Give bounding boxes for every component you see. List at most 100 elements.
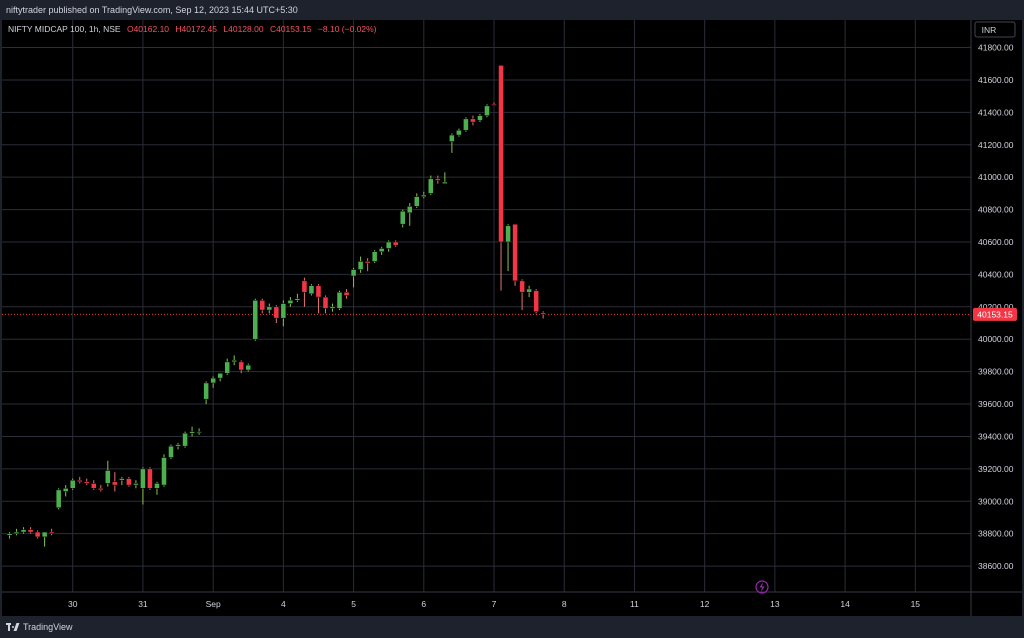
candle (526, 285, 532, 298)
candle-body (62, 488, 69, 492)
candle (119, 476, 125, 486)
candle-body (238, 361, 245, 371)
candle-body (161, 457, 167, 486)
candle (519, 279, 525, 311)
candle (154, 481, 160, 495)
candle (203, 381, 209, 405)
candle-body (154, 483, 160, 489)
chart-panel[interactable]: 38600.00 38800.00 39000.00 39200.00 39400.00… (2, 20, 1022, 616)
lightning-icon[interactable] (755, 580, 769, 594)
candle-body (364, 261, 371, 264)
footer: TradingView (0, 616, 1024, 638)
price-tick-label: 39800.00 (978, 367, 1014, 377)
candle-body (41, 531, 48, 538)
candle (357, 256, 364, 273)
candle-body (69, 479, 76, 489)
publish-header: niftytrader published on TradingView.com… (0, 0, 1024, 20)
candle (498, 65, 504, 291)
candle (456, 128, 462, 137)
candle-body (182, 432, 188, 447)
open-value: O40162.10 (127, 24, 169, 34)
candle-body (428, 178, 434, 194)
candle (252, 298, 259, 341)
time-tick-label: 30 (68, 599, 78, 609)
candle-body (533, 290, 539, 312)
candle-body (498, 65, 504, 243)
candle (308, 284, 315, 296)
candle (189, 426, 195, 437)
candle (210, 376, 216, 388)
candle (62, 485, 69, 497)
candle-body (55, 489, 62, 508)
price-tick-label: 41000.00 (978, 172, 1014, 182)
candle (435, 175, 441, 184)
candle (147, 467, 153, 490)
price-tick-label: 40400.00 (978, 269, 1014, 279)
candle-body (133, 483, 139, 486)
candle-body (519, 280, 525, 293)
candle (413, 193, 420, 208)
candle (322, 295, 329, 314)
candle-body (449, 134, 455, 142)
candle-body (421, 194, 427, 197)
price-tick-label: 40600.00 (978, 237, 1014, 247)
candle (126, 476, 132, 487)
candle (477, 113, 483, 123)
candlestick-chart[interactable]: 38600.00 38800.00 39000.00 39200.00 39400.00… (2, 20, 1022, 616)
grid (2, 47, 971, 567)
candle (76, 476, 83, 484)
candle-body (217, 372, 223, 379)
candle-body (294, 298, 301, 301)
candle (350, 267, 357, 288)
candle-body (463, 118, 469, 131)
candle-body (392, 241, 399, 246)
candle-body (13, 531, 20, 534)
candle-body (378, 248, 385, 252)
candle (112, 472, 118, 492)
price-tick-label: 41200.00 (978, 140, 1014, 150)
tradingview-logo[interactable]: TradingView (6, 616, 73, 638)
price-axis[interactable]: 38600.00 38800.00 39000.00 39200.00 39400.00… (978, 43, 1014, 572)
candle (336, 290, 343, 311)
time-tick-label: 13 (770, 599, 780, 609)
candle-body (98, 488, 104, 491)
currency-button[interactable]: INR (974, 21, 1016, 38)
candle-body (512, 223, 518, 282)
price-tick-label: 40000.00 (978, 334, 1014, 344)
candle-body (413, 196, 420, 207)
candle (196, 428, 202, 435)
candle (245, 363, 252, 372)
candle-body (399, 210, 406, 225)
candle-body (484, 105, 490, 116)
candle (484, 104, 490, 118)
change-value: −8.10 (−0.02%) (318, 24, 377, 34)
candle (224, 358, 230, 375)
candle (505, 224, 511, 272)
price-tick-label: 40200.00 (978, 302, 1014, 312)
candle-body (287, 300, 294, 304)
time-tick-label: 4 (281, 599, 286, 609)
candle-body (196, 431, 202, 434)
time-tick-label: 31 (138, 599, 148, 609)
time-tick-label: Sep (206, 599, 221, 609)
candle (371, 250, 378, 264)
candle (442, 172, 448, 184)
candle (161, 454, 167, 487)
price-tick-label: 39200.00 (978, 464, 1014, 474)
candle-body (470, 118, 476, 123)
time-axis[interactable]: 30 31 Sep 4 5 6 7 8 11 12 13 14 15 (68, 599, 920, 609)
candle-body (140, 468, 146, 489)
candle-body (168, 445, 174, 458)
candle-body (48, 531, 55, 534)
candle-body (105, 470, 111, 484)
candle (133, 480, 139, 489)
price-tick-label: 41600.00 (978, 75, 1014, 85)
candle (140, 467, 146, 505)
candle (470, 115, 476, 126)
svg-text:NIFTY MIDCAP 100, 1h, NSE: NIFTY MIDCAP 100, 1h, NSE O40162.10 H401… (8, 24, 377, 34)
candle-body (301, 280, 308, 293)
candle-body (203, 382, 209, 400)
candle (98, 485, 104, 492)
candle-body (273, 306, 280, 319)
candle (392, 240, 399, 247)
